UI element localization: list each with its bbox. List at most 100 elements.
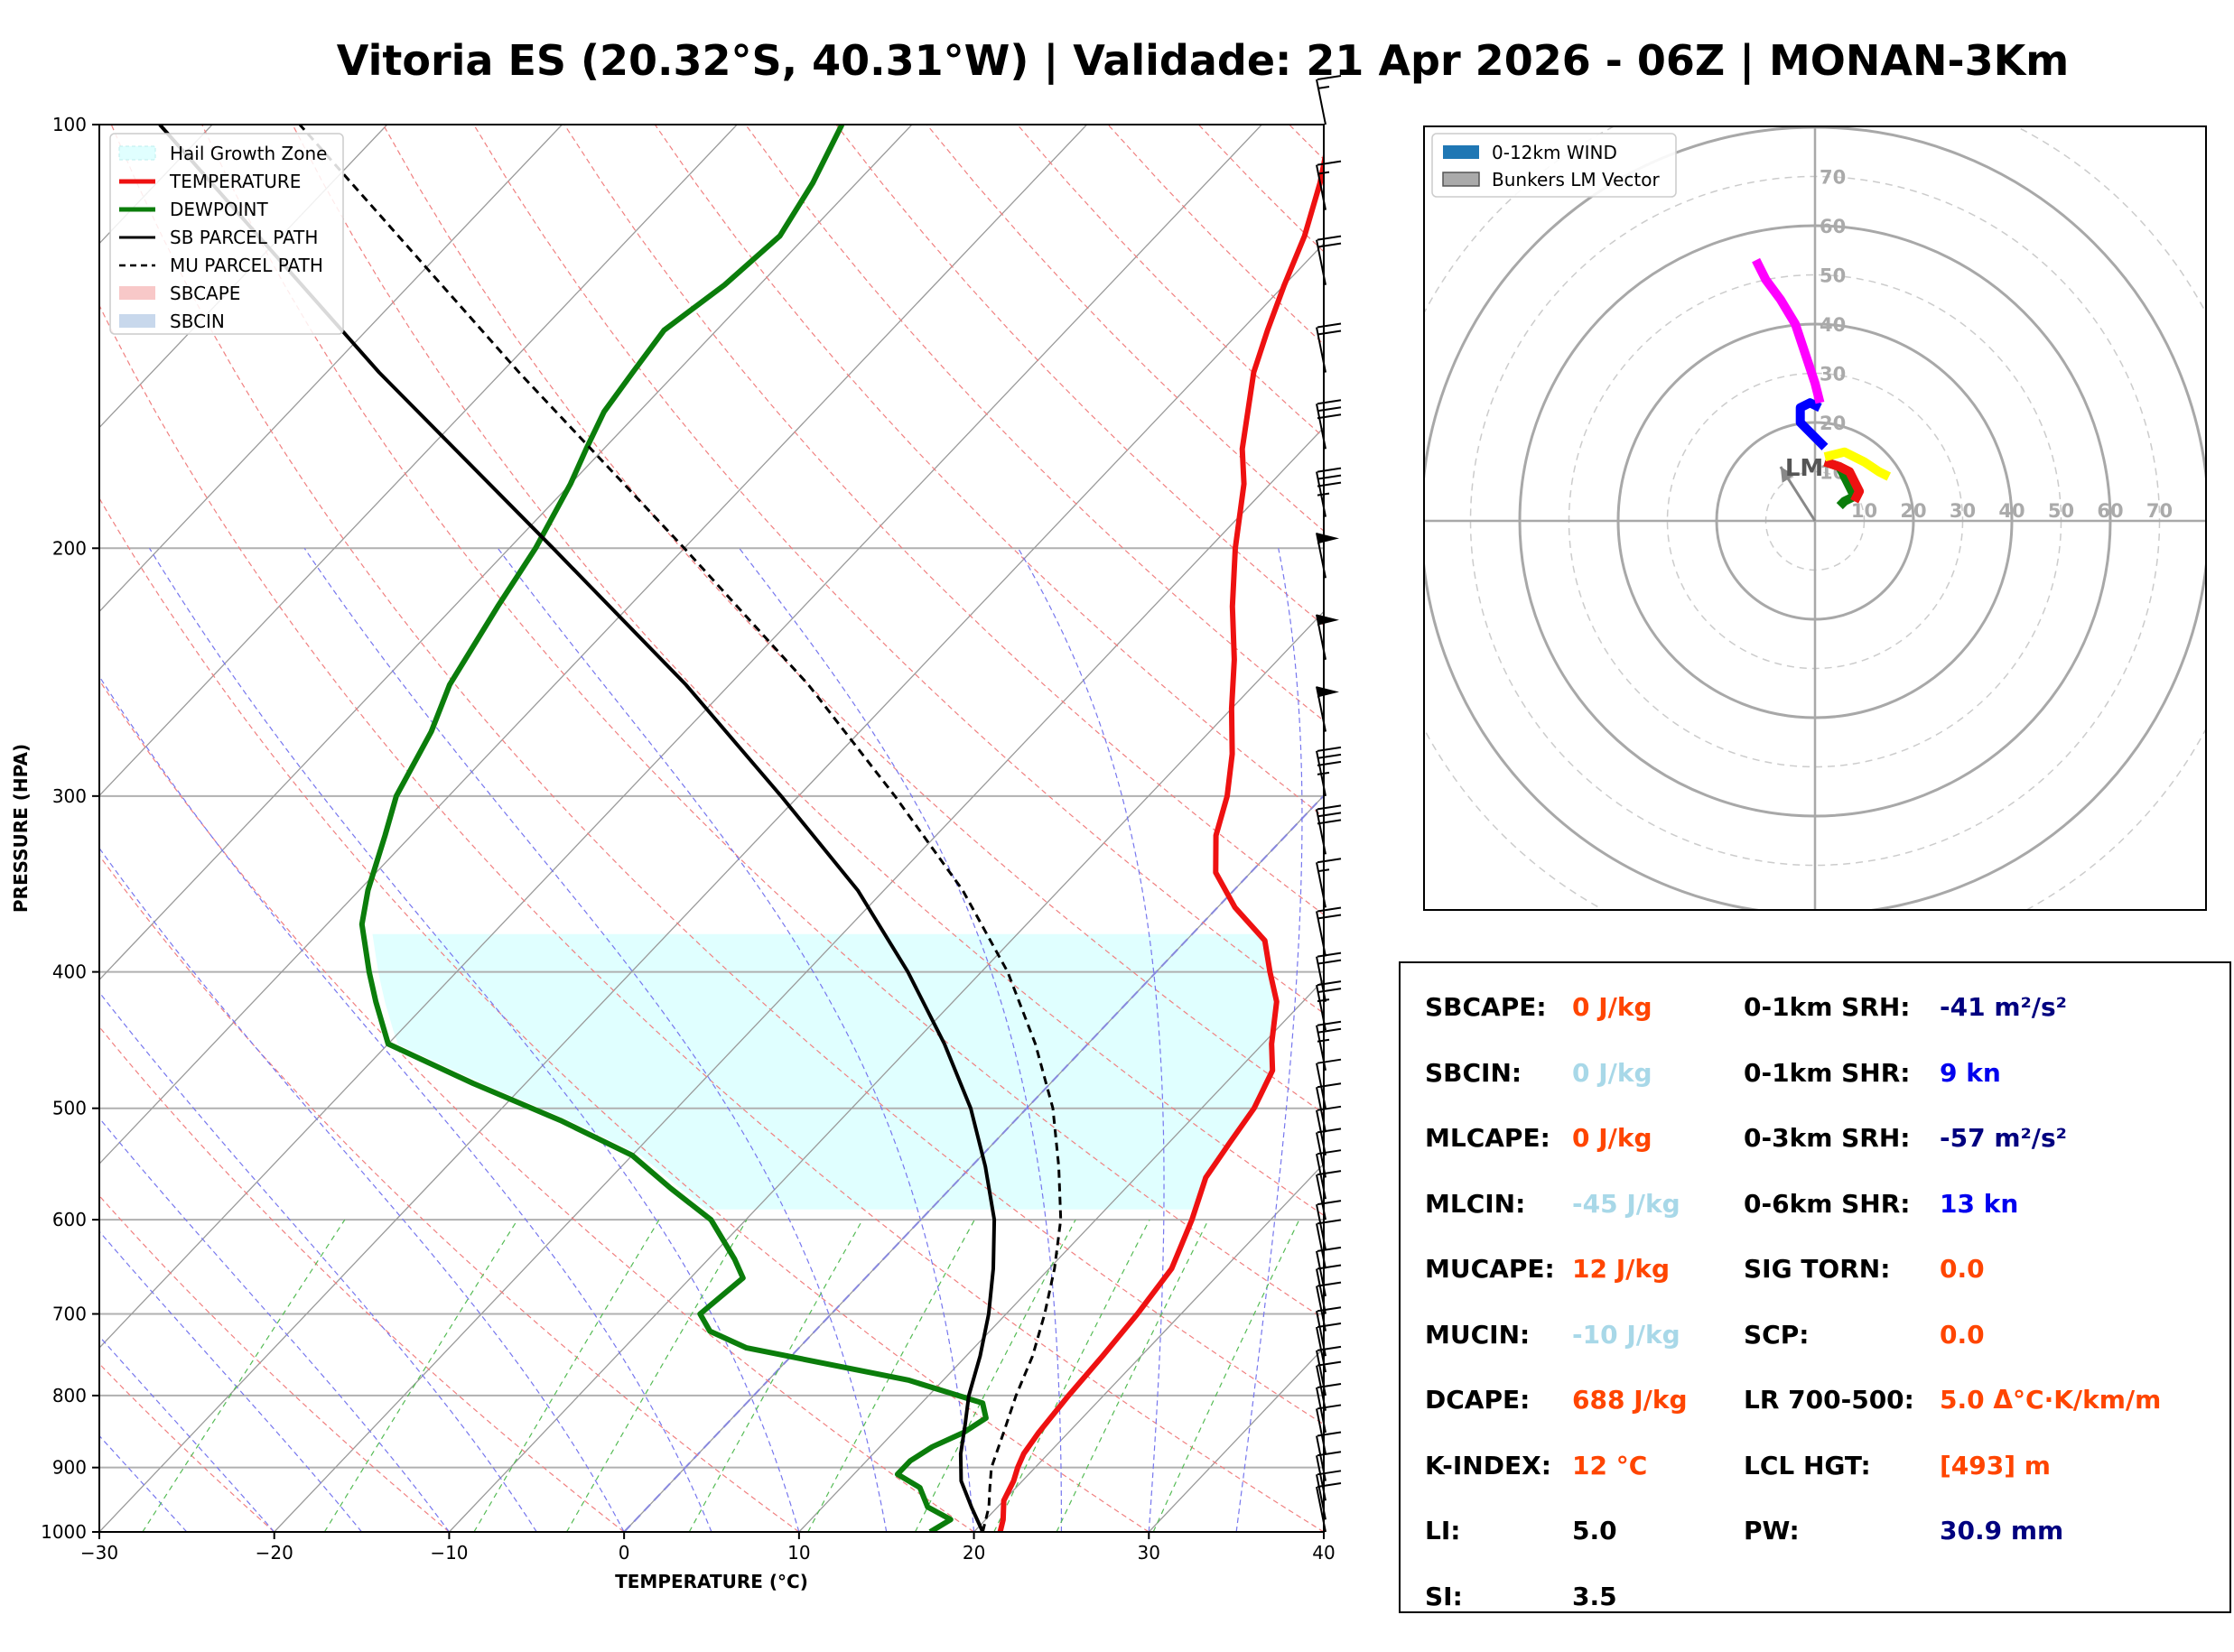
isotherm-line — [99, 125, 563, 613]
stat-label: 0-3km SRH: — [1744, 1123, 1911, 1153]
skewt-plot-area — [99, 125, 1324, 1532]
y-tick-label: 500 — [52, 1098, 87, 1119]
hodograph-trace — [1823, 447, 1892, 481]
legend-label: SBCAPE — [170, 283, 240, 304]
stat-value: 0 J/kg — [1572, 992, 1652, 1022]
stat-label: 0-1km SRH: — [1744, 992, 1911, 1022]
hodograph-trace — [1795, 398, 1829, 450]
dry-adiabat — [99, 1026, 625, 1532]
wind-barb — [1316, 1264, 1342, 1314]
hodograph-ring-label-x: 60 — [2097, 500, 2123, 522]
x-tick-label: 40 — [1312, 1542, 1335, 1564]
mixing-ratio-line — [1152, 1219, 1300, 1532]
sb-parcel-line — [158, 125, 997, 1532]
isotherm-line — [798, 979, 1324, 1532]
stat-label: MLCIN: — [1425, 1188, 1526, 1219]
wind-barb — [1316, 906, 1342, 957]
isotherm-line — [448, 610, 1324, 1532]
hodograph-ring-label-x: 50 — [2048, 500, 2074, 522]
stat-value: -41 m²/s² — [1940, 992, 2067, 1022]
moist-adiabat — [148, 547, 800, 1532]
mixing-ratio-line — [565, 1219, 748, 1532]
isotherm-line — [99, 125, 213, 245]
mixing-ratio-line — [142, 1219, 346, 1532]
wind-barb — [1316, 951, 1342, 1002]
isotherm-line — [99, 125, 1262, 1350]
dry-adiabat — [563, 125, 1324, 915]
wind-barb — [1316, 75, 1342, 125]
legend-swatch — [119, 286, 155, 300]
isotherm-line — [99, 242, 1324, 1532]
stat-label: SBCIN: — [1425, 1057, 1522, 1088]
isotherm-line — [99, 125, 1088, 1165]
moist-adiabat — [303, 547, 888, 1532]
wind-barb — [1316, 160, 1342, 210]
wind-barb — [1316, 686, 1339, 732]
wind-barb — [1316, 614, 1339, 660]
legend-label: TEMPERATURE — [169, 171, 301, 192]
stat-label: 0-1km SHR: — [1744, 1057, 1911, 1088]
lm-arrowhead — [1780, 467, 1795, 483]
stat-value: 5.0 — [1572, 1516, 1617, 1545]
stat-value: 0 J/kg — [1572, 1057, 1652, 1088]
skewt-frame — [98, 124, 1325, 1533]
hodograph-trace — [1823, 457, 1865, 504]
stat-label: DCAPE: — [1425, 1385, 1531, 1415]
wind-barb — [1316, 467, 1342, 517]
stat-label: PW: — [1744, 1516, 1800, 1545]
legend-swatch — [1443, 145, 1479, 159]
x-tick-label: 20 — [963, 1542, 985, 1564]
isotherm-line — [99, 125, 913, 981]
temperature-line — [997, 150, 1324, 1532]
mixing-ratio-line — [807, 1219, 975, 1532]
dry-adiabat — [99, 854, 800, 1532]
hodograph-ring-label-y: 60 — [1820, 216, 1846, 237]
legend-label: DEWPOINT — [170, 199, 268, 220]
mixing-ratio-line — [473, 1219, 660, 1532]
wind-barb — [1316, 746, 1342, 797]
dry-adiabat — [110, 125, 1324, 1425]
hodograph-ring-label-y: 40 — [1820, 314, 1846, 336]
skewt-legend — [109, 133, 344, 335]
stat-value: 3.5 — [1572, 1581, 1617, 1611]
legend-label: MU PARCEL PATH — [170, 255, 323, 276]
stat-label: LR 700-500: — [1744, 1385, 1914, 1415]
wind-barb — [1316, 804, 1342, 855]
isotherm-line — [99, 125, 388, 429]
moist-adiabat — [739, 547, 1063, 1532]
hodograph-ring-label-y: 50 — [1820, 265, 1846, 287]
stat-label: MLCAPE: — [1425, 1123, 1550, 1153]
y-tick-label: 800 — [52, 1385, 87, 1406]
hodograph-trace — [1752, 257, 1825, 404]
legend-label: SB PARCEL PATH — [170, 227, 318, 248]
stat-label: SBCAPE: — [1425, 992, 1547, 1022]
wind-barb — [1316, 1219, 1342, 1269]
wind-barb — [1316, 1200, 1342, 1250]
legend-label: Hail Growth Zone — [170, 143, 327, 164]
hodograph-ring-label-y: 70 — [1820, 167, 1846, 189]
stat-value: -10 J/kg — [1572, 1319, 1680, 1350]
wind-barb — [1316, 1470, 1342, 1520]
stat-value: [493] m — [1940, 1450, 2051, 1480]
y-tick-label: 1000 — [41, 1521, 87, 1543]
dry-adiabat — [292, 125, 1324, 1217]
stat-value: 688 J/kg — [1572, 1385, 1688, 1415]
hodograph-legend — [1431, 133, 1677, 198]
x-tick-label: 10 — [787, 1542, 810, 1564]
legend-label: Bunkers LM Vector — [1492, 169, 1661, 190]
dewpoint-line — [358, 125, 989, 1532]
wind-barb — [1316, 1360, 1342, 1411]
x-axis-label: TEMPERATURE (°C) — [615, 1571, 808, 1592]
stat-label: SI: — [1425, 1581, 1463, 1611]
stat-value: 13 kn — [1940, 1188, 2019, 1219]
legend-swatch — [119, 314, 155, 328]
mixing-ratio-line — [914, 1219, 1076, 1532]
stat-label: MUCIN: — [1425, 1319, 1531, 1350]
stat-label: LI: — [1425, 1516, 1461, 1545]
stat-value: 5.0 Δ°C·K/km/m — [1940, 1385, 2162, 1415]
moist-adiabat — [99, 675, 712, 1532]
moist-adiabat — [99, 1434, 188, 1532]
wind-barb — [1316, 1020, 1342, 1071]
